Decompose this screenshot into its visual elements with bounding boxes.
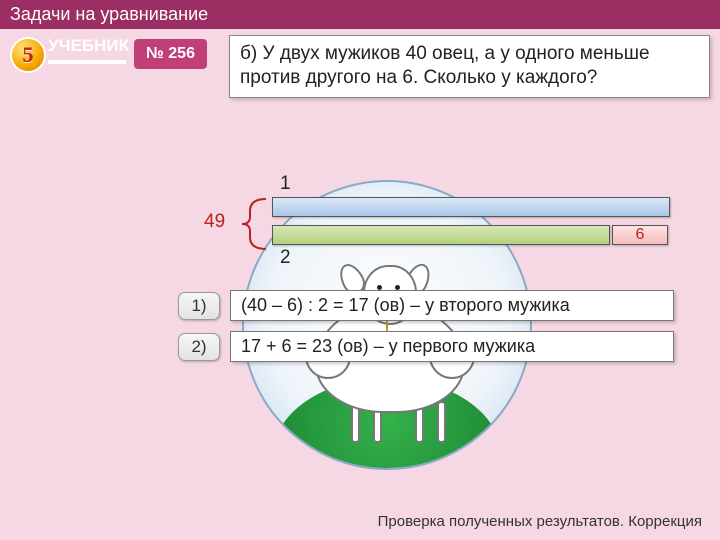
bar-row-1 [272, 197, 670, 217]
step-row-1: 1) (40 – 6) : 2 = 17 (ов) – у второго му… [178, 290, 674, 321]
bar-first [272, 197, 670, 217]
problem-number: № 256 [134, 39, 207, 69]
solution-steps: 1) (40 – 6) : 2 = 17 (ов) – у второго му… [178, 290, 674, 372]
page-title: Задачи на уравнивание [0, 0, 720, 29]
footer-text: Проверка полученных результатов. Коррекц… [378, 513, 702, 530]
bar-row-2: 6 [272, 225, 670, 245]
bar-difference: 6 [612, 225, 668, 245]
textbook-label: УЧЕБНИК [48, 35, 126, 64]
grade-badge-number: 5 [23, 42, 34, 68]
step-text-1: (40 – 6) : 2 = 17 (ов) – у второго мужик… [230, 290, 674, 321]
diagram-total-label: 49 [204, 211, 225, 233]
bar-second [272, 225, 610, 245]
problem-text: б) У двух мужиков 40 овец, а у одного ме… [229, 35, 710, 98]
step-number-1[interactable]: 1) [178, 292, 220, 320]
step-row-2: 2) 17 + 6 = 23 (ов) – у первого мужика [178, 331, 674, 362]
header-row: 5 УЧЕБНИК № 256 б) У двух мужиков 40 ове… [0, 35, 720, 98]
diagram-label-1: 1 [280, 173, 291, 195]
grade-badge: 5 [10, 37, 46, 73]
step-number-2[interactable]: 2) [178, 333, 220, 361]
diagram-label-2: 2 [280, 247, 291, 269]
bracket-icon [240, 197, 270, 251]
step-text-2: 17 + 6 = 23 (ов) – у первого мужика [230, 331, 674, 362]
